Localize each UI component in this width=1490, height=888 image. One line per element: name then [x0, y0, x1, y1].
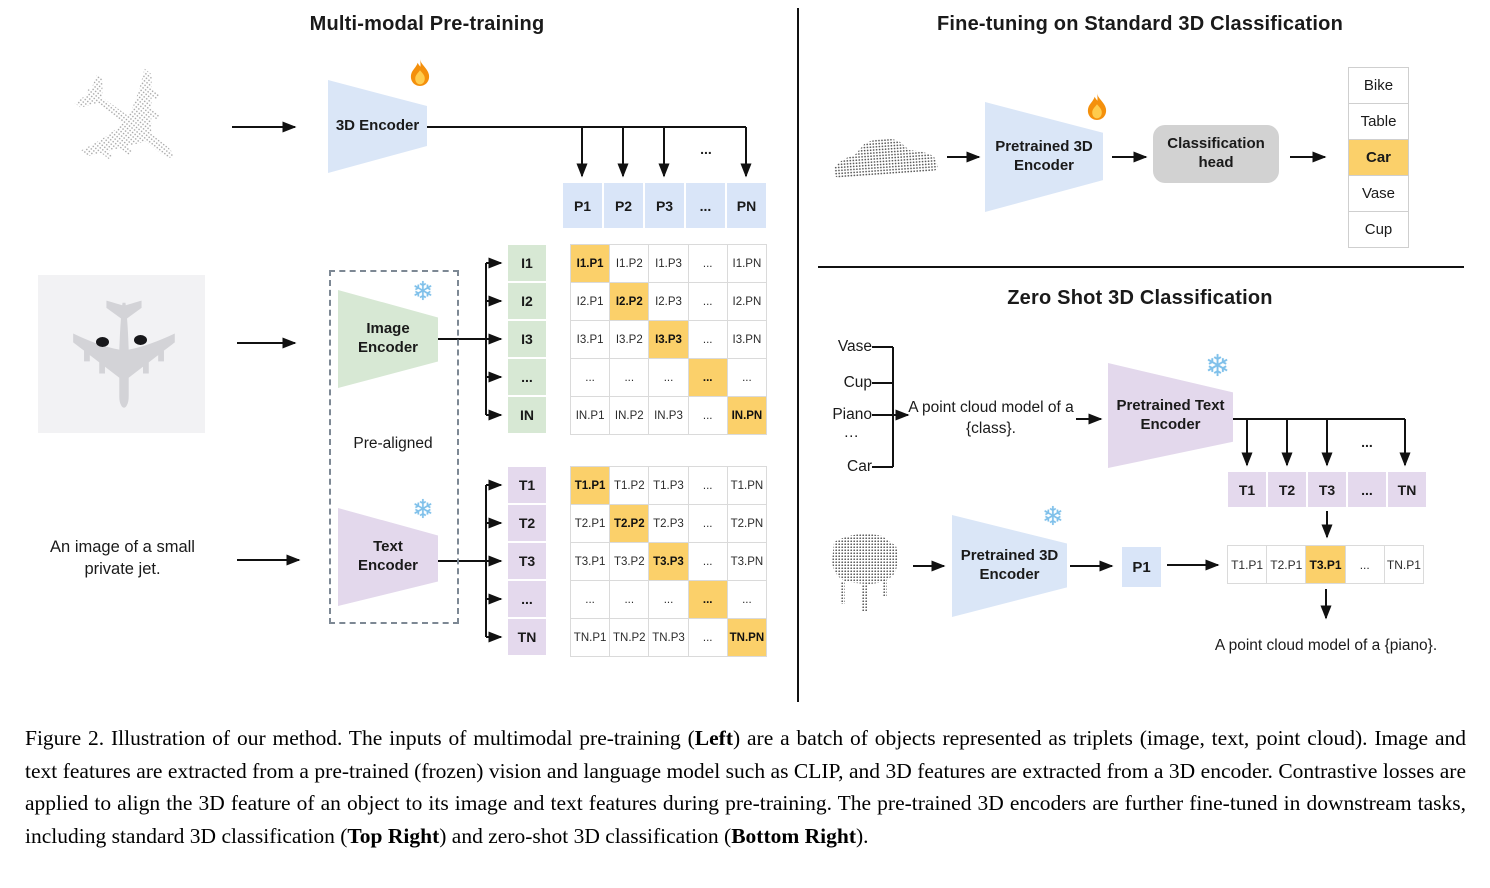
zs-class-label: Piano — [832, 406, 872, 423]
t-cell: TN — [508, 619, 546, 655]
classification-head: Classification head — [1153, 125, 1279, 183]
piano-point-cloud — [832, 534, 899, 611]
image-point-matrix: I1.P1 I1.P2 I1.P3 ... I1.PN I2.P1 I2.P2 … — [570, 244, 767, 435]
airplane-image: ✈ — [38, 275, 205, 433]
class-list: Bike Table Car Vase Cup — [1348, 67, 1409, 248]
airplane-point-cloud: ✈ — [35, 46, 200, 224]
right-horizontal-divider — [818, 266, 1464, 268]
p-cell: P3 — [645, 183, 684, 228]
zs-t-cell: ... — [1348, 472, 1386, 507]
figure-caption: Figure 2. Illustration of our method. Th… — [25, 726, 1466, 848]
p-drop-ellipsis: ... — [700, 141, 712, 157]
snowflake-icon: ❄ — [412, 276, 434, 306]
i-cell: I3 — [508, 321, 546, 357]
i-cell: I1 — [508, 245, 546, 281]
p-cell: ... — [686, 183, 725, 228]
zeroshot-title: Zero Shot 3D Classification — [1007, 287, 1273, 309]
caption-bold-left: Left — [694, 726, 733, 750]
zs-t-cell: T1 — [1228, 472, 1266, 507]
prealigned-label: Pre-aligned — [353, 435, 433, 452]
airplane-image-glyph: ✈ — [38, 291, 205, 417]
caption-bold-bottom-right: Bottom Right — [731, 823, 857, 848]
zs-p1-cell: P1 — [1122, 547, 1161, 587]
zs-class-label: Car — [847, 458, 872, 475]
zs-t-cell: T3 — [1308, 472, 1346, 507]
class-item: Cup — [1349, 212, 1409, 248]
zs-prompt: A point cloud model of a {class}. — [908, 399, 1074, 437]
text-input-caption: An image of a small private jet. — [50, 538, 195, 579]
snowflake-icon: ❄ — [1042, 501, 1064, 531]
snowflake-icon: ❄ — [1205, 350, 1231, 383]
zs-t-cell: T2 — [1268, 472, 1306, 507]
i-cell: ... — [508, 359, 546, 395]
t-cell: T3 — [508, 543, 546, 579]
fire-icon — [1087, 93, 1107, 120]
prealigned-dashed-box — [329, 270, 459, 624]
text-point-matrix: T1.P1 T1.P2 T1.P3 ... T1.PN T2.P1 T2.P2 … — [570, 466, 767, 657]
t-cell: T2 — [508, 505, 546, 541]
class-item-predicted: Car — [1349, 140, 1409, 176]
car-point-cloud — [833, 138, 938, 179]
i-cell: IN — [508, 397, 546, 433]
svg-text:✈: ✈ — [35, 46, 200, 224]
zs-t-drop-ellipsis: ... — [1361, 434, 1373, 450]
caption-text: Figure 2. Illustration of our method. Th… — [25, 726, 695, 750]
zs-class-label: Cup — [843, 374, 872, 391]
class-item: Bike — [1349, 68, 1409, 104]
zs-result-text: A point cloud model of a {piano}. — [1214, 637, 1438, 654]
snowflake-icon: ❄ — [412, 494, 434, 524]
t-cell: ... — [508, 581, 546, 617]
zs-class-label: Vase — [837, 338, 872, 355]
zs-class-ellipsis: … — [843, 424, 860, 441]
i-cell: I2 — [508, 283, 546, 319]
p-cell: P1 — [563, 183, 602, 228]
encoder-3d: 3D Encoder — [328, 80, 427, 173]
t-cell: T1 — [508, 467, 546, 503]
vertical-divider — [797, 8, 799, 702]
class-item: Vase — [1349, 176, 1409, 212]
caption-bold-top-right: Top Right — [347, 823, 440, 848]
finetuning-title: Fine-tuning on Standard 3D Classificatio… — [936, 13, 1343, 35]
zs-t-cell: TN — [1388, 472, 1426, 507]
p-cell: PN — [727, 183, 766, 228]
zs-result-row: T1.P1 T2.P1 T3.P1 ... TN.P1 — [1227, 545, 1424, 584]
p-cell: P2 — [604, 183, 643, 228]
class-item: Table — [1349, 104, 1409, 140]
pretraining-title: Multi-modal Pre-training — [309, 13, 545, 35]
fire-icon — [410, 59, 430, 86]
